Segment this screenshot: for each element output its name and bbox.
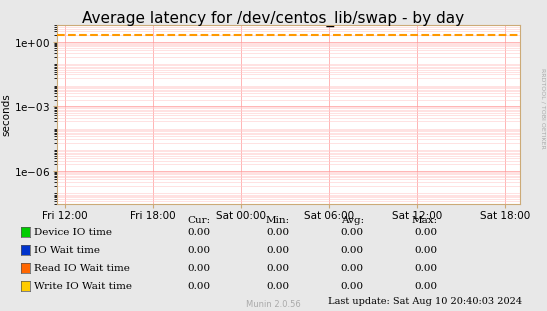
Text: Min:: Min:	[266, 216, 290, 225]
Text: 0.00: 0.00	[415, 228, 438, 237]
Text: Average latency for /dev/centos_lib/swap - by day: Average latency for /dev/centos_lib/swap…	[83, 11, 464, 27]
Text: 0.00: 0.00	[341, 264, 364, 273]
Text: 0.00: 0.00	[341, 228, 364, 237]
Text: 0.00: 0.00	[267, 282, 290, 291]
Text: 0.00: 0.00	[188, 264, 211, 273]
Text: 0.00: 0.00	[188, 282, 211, 291]
Text: 0.00: 0.00	[341, 282, 364, 291]
Text: 0.00: 0.00	[341, 246, 364, 255]
Text: 0.00: 0.00	[267, 228, 290, 237]
Text: 0.00: 0.00	[415, 264, 438, 273]
Text: Avg:: Avg:	[341, 216, 364, 225]
Text: 0.00: 0.00	[188, 246, 211, 255]
Text: RRDTOOL / TOBI OETIKER: RRDTOOL / TOBI OETIKER	[541, 68, 546, 149]
Text: 0.00: 0.00	[415, 282, 438, 291]
Text: IO Wait time: IO Wait time	[34, 246, 100, 255]
Text: Device IO time: Device IO time	[34, 228, 112, 237]
Text: Last update: Sat Aug 10 20:40:03 2024: Last update: Sat Aug 10 20:40:03 2024	[328, 297, 522, 306]
Text: 0.00: 0.00	[267, 264, 290, 273]
Y-axis label: seconds: seconds	[2, 93, 11, 136]
Text: 0.00: 0.00	[267, 246, 290, 255]
Text: Cur:: Cur:	[188, 216, 211, 225]
Text: Munin 2.0.56: Munin 2.0.56	[246, 300, 301, 309]
Text: Max:: Max:	[411, 216, 438, 225]
Text: Write IO Wait time: Write IO Wait time	[34, 282, 132, 291]
Text: Read IO Wait time: Read IO Wait time	[34, 264, 130, 273]
Text: 0.00: 0.00	[415, 246, 438, 255]
Text: 0.00: 0.00	[188, 228, 211, 237]
